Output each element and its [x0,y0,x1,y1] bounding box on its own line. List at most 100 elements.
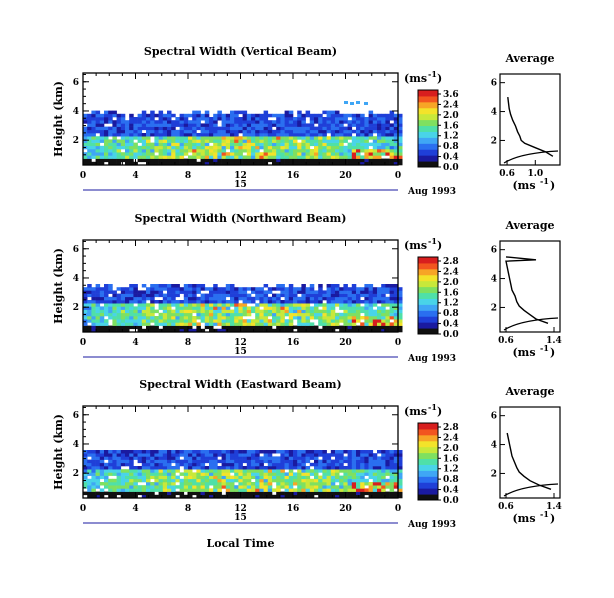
heatmap-cell [213,161,218,166]
heatmap-cell [280,293,285,298]
heatmap-cell [377,319,382,323]
heatmap-cell [108,133,113,137]
heatmap-cell [372,120,378,124]
heatmap-cell [125,485,130,489]
heatmap-cell [150,117,155,121]
heatmap-cell [192,136,197,140]
heatmap-cell [230,139,235,143]
heatmap-cell [351,287,357,291]
heatmap-cell [356,472,361,476]
heatmap-cell [385,296,390,301]
heatmap-cell [255,478,260,483]
profile-line-2 [503,317,559,331]
heatmap-cell [372,296,378,301]
heatmap-cell [133,117,138,121]
heatmap-cell [305,491,311,496]
heatmap-cell [188,303,193,307]
heatmap-cell [221,325,227,330]
heatmap-cell [330,142,336,147]
heatmap-cell [183,296,189,301]
heatmap-cell [120,488,126,492]
heatmap-cell [347,459,353,464]
heatmap-cell [87,126,92,131]
heatmap-cell [305,316,311,320]
heatmap-cell [377,488,382,492]
heatmap-cell [125,453,130,457]
heatmap-cell [120,482,126,486]
heatmap-cell [255,117,260,121]
heatmap-cell [137,117,143,121]
heatmap-cell [259,293,264,298]
heatmap-cell [314,309,319,314]
heatmap-cell [377,161,382,166]
heatmap-cell [309,161,315,166]
heatmap-cell [175,306,180,310]
heatmap-cell [259,478,264,483]
heatmap-cell [272,309,277,314]
heatmap-cell [330,161,336,166]
heatmap-cell [230,453,235,457]
heatmap-cell [309,478,315,483]
heatmap-cell [137,126,143,131]
heatmap-cell [284,129,290,134]
heatmap-cell [116,139,122,143]
heatmap-cell [305,296,311,301]
heatmap-cell [104,287,109,291]
heatmap-cell [356,126,361,131]
heatmap-cell [251,129,256,134]
heatmap-cell [246,485,252,489]
heatmap-cell [99,488,105,492]
heatmap-cell [234,149,239,153]
heatmap-cell [381,287,386,291]
heatmap-cell [162,158,168,163]
heatmap-cell [221,478,227,483]
heatmap-cell [251,456,256,460]
heatmap-cell [288,303,294,307]
heatmap-cell [242,478,248,483]
heatmap-cell [272,316,277,320]
heatmap-cell [230,293,235,298]
heatmap-cell [221,287,227,291]
heatmap-cell [364,152,369,156]
heatmap-cell [225,482,231,486]
heatmap-cell [225,306,231,310]
heatmap-cell [95,450,101,454]
heatmap-cell [150,309,155,314]
heatmap-cell [314,117,319,121]
heatmap-cell [351,117,357,121]
heatmap-cell [154,155,159,159]
heatmap-cell [183,472,189,476]
heatmap-cell [322,117,327,121]
heatmap-cell [238,155,243,159]
profile-x-label: (ms [512,179,535,192]
heatmap-cell [192,139,197,143]
heatmap-cell [192,126,197,131]
heatmap-cell [322,145,327,150]
heatmap-cell [280,478,285,483]
heatmap-cell [137,328,143,333]
heatmap-cell [351,482,357,486]
heatmap-cell [297,316,302,320]
heatmap-cell [263,113,269,118]
heatmap-cell [150,129,155,134]
heatmap-cell [129,149,134,153]
heatmap-cell [318,488,323,492]
heatmap-cell [314,120,319,124]
heatmap-cell [322,485,327,489]
heatmap-cell [389,456,395,460]
heatmap-cell [267,466,273,470]
heatmap-cell [209,491,214,496]
heatmap-cell [120,316,126,320]
heatmap-cell [230,488,235,492]
heatmap-cell [116,303,122,307]
colorbar-tick-label: 0.0 [443,330,459,340]
heatmap-cell [112,142,117,147]
heatmap-cell [305,472,311,476]
heatmap-cell [116,287,122,291]
heatmap-cell [288,494,294,499]
heatmap-cell [91,450,96,454]
heatmap-cell [284,136,290,140]
heatmap-cell [217,296,222,301]
heatmap-cell [158,129,164,134]
heatmap-cell [129,139,134,143]
